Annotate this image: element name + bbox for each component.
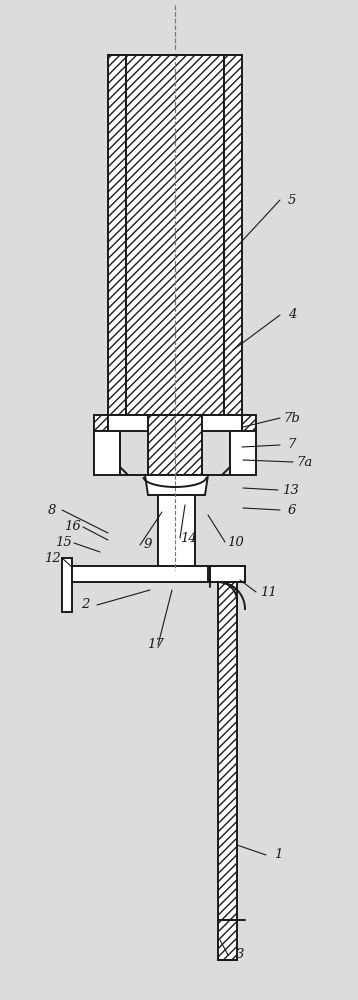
Polygon shape	[218, 582, 237, 920]
Text: 9: 9	[144, 538, 152, 552]
Text: 12: 12	[44, 552, 61, 564]
Text: 4: 4	[288, 308, 296, 322]
Text: 1: 1	[274, 848, 282, 861]
Polygon shape	[242, 415, 256, 431]
Text: 5: 5	[288, 194, 296, 207]
Text: 15: 15	[55, 536, 71, 550]
Polygon shape	[72, 566, 245, 582]
Text: 13: 13	[282, 484, 298, 496]
Polygon shape	[145, 475, 208, 495]
Text: 10: 10	[227, 536, 243, 548]
Polygon shape	[158, 495, 195, 570]
Polygon shape	[208, 566, 210, 582]
Text: 7a: 7a	[297, 456, 313, 468]
Text: 14: 14	[180, 532, 197, 544]
Text: 8: 8	[48, 504, 56, 516]
Text: 16: 16	[64, 520, 81, 534]
Polygon shape	[108, 55, 126, 415]
Text: 7: 7	[288, 438, 296, 452]
Text: 11: 11	[260, 585, 276, 598]
Polygon shape	[230, 431, 256, 475]
Polygon shape	[108, 415, 242, 431]
Polygon shape	[224, 55, 242, 415]
Polygon shape	[94, 415, 108, 431]
Polygon shape	[148, 415, 202, 475]
Polygon shape	[218, 920, 237, 960]
Polygon shape	[62, 558, 72, 612]
Text: 6: 6	[288, 504, 296, 516]
Text: 2: 2	[81, 598, 89, 611]
Polygon shape	[126, 55, 224, 415]
Text: 3: 3	[236, 948, 244, 962]
Text: 17: 17	[147, 639, 163, 652]
Polygon shape	[94, 431, 120, 475]
Text: 7b: 7b	[284, 412, 300, 424]
